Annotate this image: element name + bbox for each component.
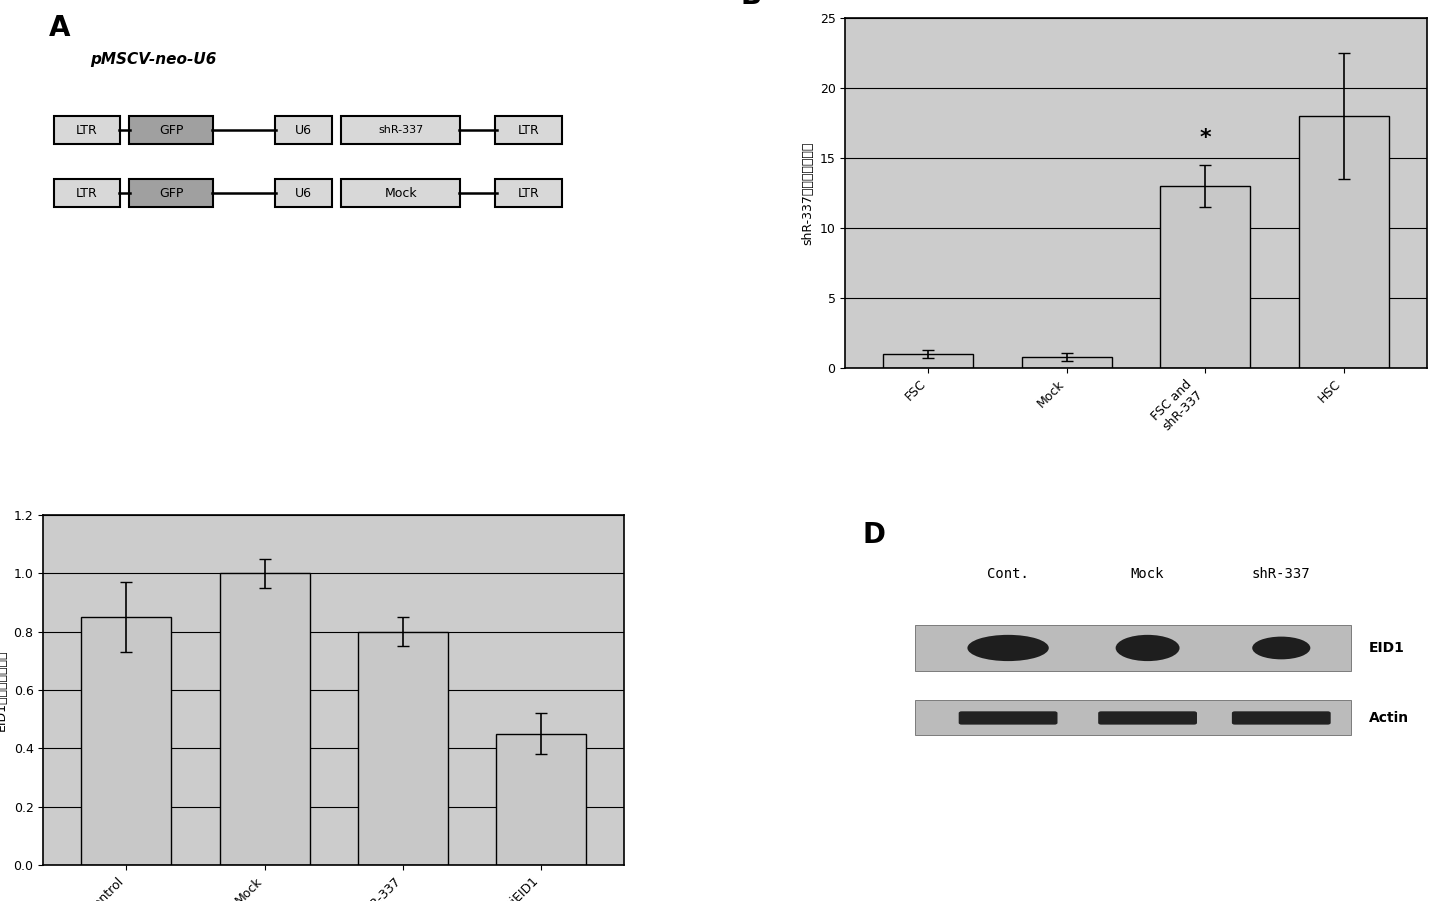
FancyBboxPatch shape	[130, 179, 213, 207]
Text: Mock: Mock	[385, 187, 416, 199]
Text: shR-337: shR-337	[1252, 568, 1311, 581]
FancyBboxPatch shape	[1232, 711, 1330, 724]
FancyBboxPatch shape	[342, 179, 460, 207]
Text: B: B	[741, 0, 762, 10]
Text: GFP: GFP	[159, 187, 183, 199]
Text: A: A	[49, 14, 71, 41]
Text: Mock: Mock	[1131, 568, 1164, 581]
Text: LTR: LTR	[76, 123, 98, 137]
Bar	[883, 354, 973, 368]
Ellipse shape	[1252, 637, 1310, 660]
FancyBboxPatch shape	[342, 116, 460, 144]
Bar	[1022, 357, 1112, 368]
Bar	[1298, 116, 1389, 368]
Text: Actin: Actin	[1369, 711, 1409, 725]
Ellipse shape	[967, 635, 1049, 661]
Y-axis label: shR-337的相对表达水平: shR-337的相对表达水平	[801, 141, 814, 245]
Text: *: *	[1199, 128, 1210, 148]
Text: pMSCV-neo-U6: pMSCV-neo-U6	[89, 51, 216, 67]
FancyBboxPatch shape	[958, 711, 1058, 724]
Text: shR-337: shR-337	[378, 125, 424, 135]
Bar	[219, 573, 310, 865]
Text: D: D	[863, 521, 886, 549]
Bar	[357, 632, 448, 865]
Text: U6: U6	[295, 123, 311, 137]
Text: LTR: LTR	[517, 123, 539, 137]
FancyBboxPatch shape	[53, 116, 120, 144]
Ellipse shape	[1115, 635, 1180, 661]
Text: Cont.: Cont.	[987, 568, 1029, 581]
FancyBboxPatch shape	[1098, 711, 1197, 724]
Text: U6: U6	[295, 187, 311, 199]
Text: LTR: LTR	[76, 187, 98, 199]
FancyBboxPatch shape	[275, 179, 331, 207]
FancyBboxPatch shape	[496, 116, 562, 144]
Bar	[1160, 186, 1251, 368]
Text: EID1: EID1	[1369, 641, 1405, 655]
Text: GFP: GFP	[159, 123, 183, 137]
FancyBboxPatch shape	[496, 179, 562, 207]
FancyBboxPatch shape	[915, 625, 1352, 670]
Y-axis label: EID1的相对表达水平: EID1的相对表达水平	[0, 650, 9, 731]
FancyBboxPatch shape	[275, 116, 331, 144]
Bar	[497, 733, 586, 865]
FancyBboxPatch shape	[130, 116, 213, 144]
FancyBboxPatch shape	[53, 179, 120, 207]
Bar	[81, 617, 171, 865]
FancyBboxPatch shape	[915, 700, 1352, 735]
Text: LTR: LTR	[517, 187, 539, 199]
